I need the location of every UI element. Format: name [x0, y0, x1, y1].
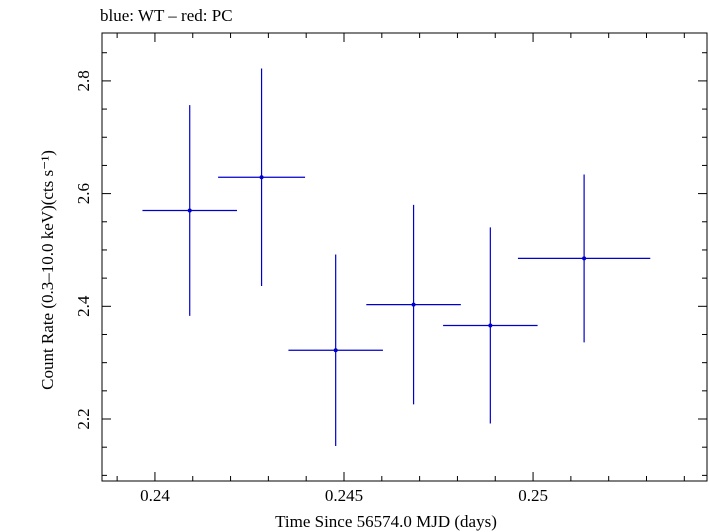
data-point	[366, 204, 461, 405]
chart-title: blue: WT – red: PC	[100, 6, 233, 25]
y-axis-label: Count Rate (0.3–10.0 keV)(cts s⁻¹)	[38, 150, 57, 390]
data-point	[142, 105, 237, 316]
data-marker	[488, 323, 493, 328]
x-tick-labels: 0.24 0.245 0.25	[140, 486, 548, 505]
y-tick-label: 2.8	[74, 70, 93, 91]
data-point	[443, 227, 538, 424]
y-tick-labels: 2.2 2.4 2.6 2.8	[74, 70, 93, 429]
data-marker	[187, 208, 192, 213]
y-tick-label: 2.4	[74, 295, 93, 317]
y-tick-label: 2.2	[74, 408, 93, 429]
data-marker	[582, 256, 587, 261]
x-axis-label: Time Since 56574.0 MJD (days)	[275, 512, 497, 531]
x-tick-label: 0.24	[140, 486, 170, 505]
data-marker	[259, 175, 264, 180]
x-tick-label: 0.245	[325, 486, 363, 505]
data-series	[142, 68, 651, 447]
data-marker	[411, 302, 416, 307]
data-point	[218, 68, 306, 287]
x-tick-label: 0.25	[518, 486, 548, 505]
data-marker	[333, 348, 338, 353]
axis-ticks	[102, 33, 707, 481]
data-point	[517, 174, 651, 343]
series-wt	[142, 68, 651, 447]
plot-frame	[101, 32, 708, 482]
data-point	[288, 254, 383, 447]
y-tick-label: 2.6	[74, 183, 93, 204]
